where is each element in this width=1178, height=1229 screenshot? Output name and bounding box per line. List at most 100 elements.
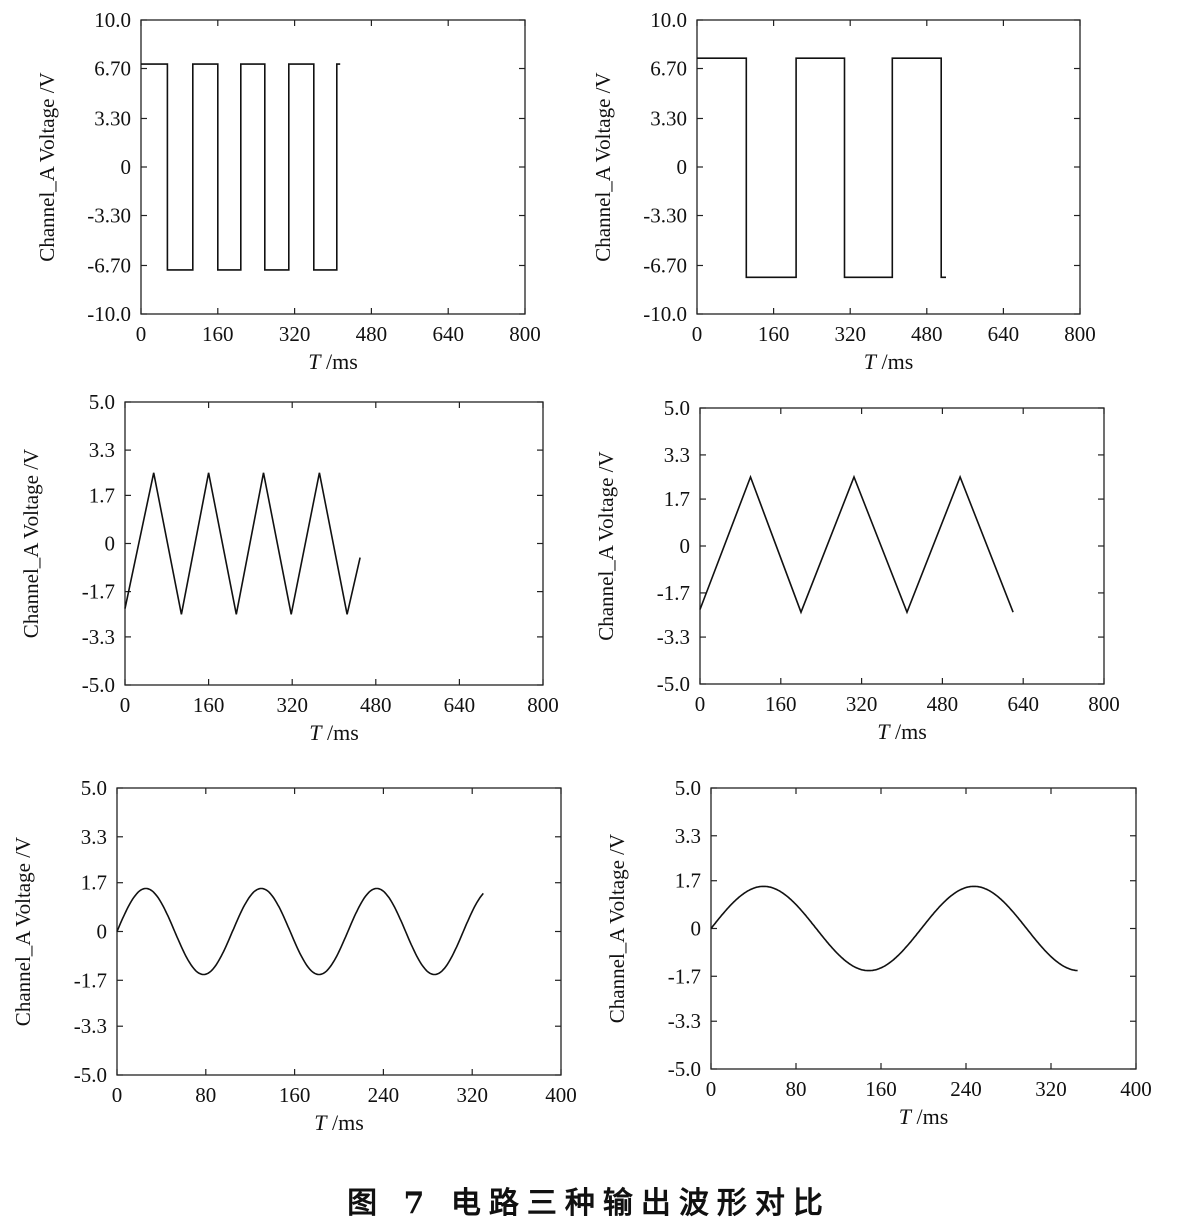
x-axis-label: T /ms	[309, 720, 359, 745]
x-tick-label: 160	[758, 322, 790, 346]
x-tick-label: 160	[279, 1083, 311, 1107]
y-tick-label: 1.7	[89, 483, 115, 507]
y-tick-label: 5.0	[89, 390, 115, 414]
y-tick-label: 0	[121, 155, 132, 179]
x-axis-label: T /ms	[308, 349, 358, 374]
y-tick-label: -3.3	[74, 1014, 107, 1038]
plot-frame	[710, 787, 1137, 1070]
x-tick-label: 320	[276, 693, 308, 717]
x-axis-label: T /ms	[864, 349, 914, 374]
x-tick-label: 320	[1035, 1077, 1067, 1101]
series-line	[116, 887, 484, 976]
y-tick-label: 3.30	[94, 106, 131, 130]
x-axis-label: T /ms	[899, 1104, 949, 1129]
y-tick-label: -1.7	[82, 580, 115, 604]
series-line	[710, 885, 1078, 972]
x-tick-label: 240	[950, 1077, 982, 1101]
y-tick-label: 1.7	[664, 487, 690, 511]
x-tick-label: 800	[1088, 692, 1120, 716]
y-tick-label: -6.70	[643, 253, 687, 277]
y-tick-label: -1.7	[657, 581, 690, 605]
y-tick-label: 3.30	[650, 106, 687, 130]
x-tick-label: 480	[356, 322, 388, 346]
series-line	[697, 57, 946, 279]
figure-caption: 图 7 电路三种输出波形对比	[347, 1186, 831, 1221]
y-tick-label: 6.70	[94, 57, 131, 81]
y-tick-label: -5.0	[74, 1063, 107, 1087]
x-tick-label: 160	[865, 1077, 897, 1101]
y-axis-label: Channel_A Voltage /V	[11, 837, 35, 1026]
y-tick-label: -1.7	[74, 968, 107, 992]
y-tick-label: 3.3	[675, 824, 701, 848]
y-tick-label: 10.0	[94, 8, 131, 32]
y-tick-label: -3.3	[657, 625, 690, 649]
x-tick-label: 320	[846, 692, 878, 716]
x-tick-label: 640	[444, 693, 476, 717]
x-tick-label: 160	[765, 692, 797, 716]
x-tick-label: 160	[193, 693, 225, 717]
y-tick-label: 5.0	[675, 776, 701, 800]
x-tick-label: 160	[202, 322, 234, 346]
x-axis-label: T /ms	[314, 1110, 364, 1135]
x-tick-label: 0	[692, 322, 703, 346]
x-tick-label: 320	[834, 322, 866, 346]
y-tick-label: -1.7	[668, 964, 701, 988]
y-tick-label: 0	[680, 534, 691, 558]
y-tick-label: -5.0	[657, 672, 690, 696]
x-tick-label: 640	[1007, 692, 1039, 716]
y-tick-label: -5.0	[82, 673, 115, 697]
chart-panel-2: 10.06.703.300-3.30-6.70-10.00 160 320 480 64…	[591, 8, 1096, 374]
y-tick-label: -3.3	[668, 1009, 701, 1033]
plot-frame	[116, 787, 562, 1076]
x-axis-label: T /ms	[877, 719, 927, 744]
x-tick-label: 240	[368, 1083, 400, 1107]
series-line	[141, 63, 341, 271]
x-tick-label: 480	[911, 322, 943, 346]
x-tick-label: 400	[545, 1083, 577, 1107]
y-tick-label: 3.3	[81, 825, 107, 849]
x-tick-label: 800	[527, 693, 559, 717]
y-tick-label: 3.3	[664, 443, 690, 467]
y-tick-label: 0	[105, 532, 116, 556]
series-line	[699, 474, 1014, 615]
y-tick-label: -5.0	[668, 1057, 701, 1081]
x-tick-label: 320	[456, 1083, 488, 1107]
y-tick-label: 3.3	[89, 438, 115, 462]
series-line	[124, 472, 361, 615]
chart-panel-3: 5.03.31.70-1.7-3.3-5.00 160 320 480 640 800T …	[19, 390, 559, 745]
y-axis-label: Channel_A Voltage /V	[591, 72, 615, 261]
x-tick-label: 480	[927, 692, 959, 716]
x-tick-label: 480	[360, 693, 392, 717]
x-tick-label: 400	[1120, 1077, 1152, 1101]
chart-panel-1: 10.06.703.300-3.30-6.70-10.00 160 320 480 64…	[35, 8, 541, 374]
y-tick-label: 0	[97, 920, 108, 944]
x-tick-label: 0	[136, 322, 147, 346]
y-tick-label: 10.0	[650, 8, 687, 32]
x-tick-label: 0	[706, 1077, 717, 1101]
y-tick-label: -10.0	[643, 302, 687, 326]
x-tick-label: 80	[786, 1077, 807, 1101]
chart-panel-4: 5.03.31.70-1.7-3.3-5.00 160 320 480 640 800T …	[594, 396, 1120, 744]
x-tick-label: 0	[695, 692, 706, 716]
x-tick-label: 0	[112, 1083, 123, 1107]
y-tick-label: 5.0	[81, 776, 107, 800]
y-tick-label: 1.7	[675, 869, 701, 893]
y-tick-label: 5.0	[664, 396, 690, 420]
x-tick-label: 640	[432, 322, 464, 346]
x-tick-label: 0	[120, 693, 131, 717]
y-tick-label: -3.30	[643, 204, 687, 228]
x-tick-label: 80	[195, 1083, 216, 1107]
y-tick-label: 0	[691, 917, 702, 941]
y-tick-label: -6.70	[87, 253, 131, 277]
y-axis-label: Channel_A Voltage /V	[35, 72, 59, 261]
y-tick-label: -10.0	[87, 302, 131, 326]
y-tick-label: -3.30	[87, 204, 131, 228]
x-tick-label: 640	[988, 322, 1020, 346]
plot-frame	[699, 407, 1105, 685]
y-axis-label: Channel_A Voltage /V	[19, 449, 43, 638]
y-tick-label: -3.3	[82, 625, 115, 649]
y-tick-label: 1.7	[81, 871, 107, 895]
x-tick-label: 800	[509, 322, 541, 346]
